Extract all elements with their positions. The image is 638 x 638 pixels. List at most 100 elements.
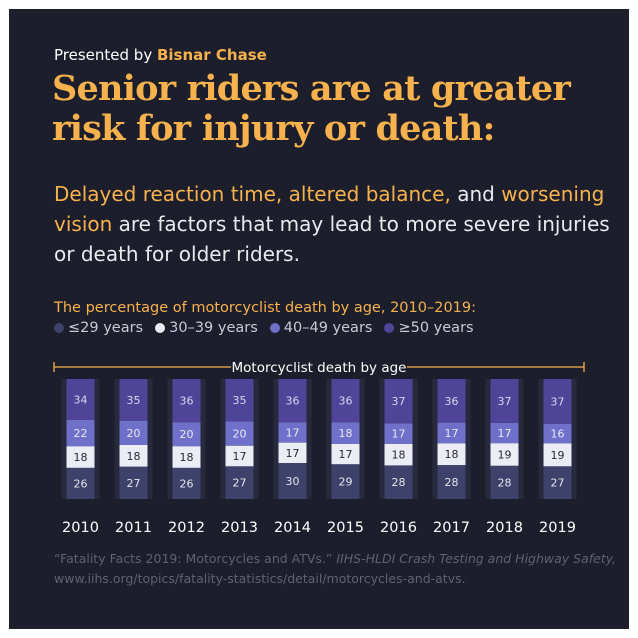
data-label-40-49: 16 bbox=[551, 428, 565, 441]
data-label-29: 26 bbox=[74, 477, 88, 490]
data-label-29: 27 bbox=[551, 477, 565, 490]
bar-segment-40-49 bbox=[172, 422, 201, 447]
data-label-50: 37 bbox=[498, 395, 512, 408]
subhead: Delayed reaction time, altered balance, … bbox=[54, 179, 614, 269]
data-label-30-39: 18 bbox=[392, 449, 406, 462]
bar-segment-50 bbox=[66, 379, 95, 420]
bar-segment-30-39 bbox=[278, 442, 307, 463]
bar-segment-50 bbox=[172, 379, 201, 423]
presented-prefix: Presented by bbox=[54, 46, 153, 64]
bar-segment-40-49 bbox=[225, 421, 254, 446]
bracket-label-bg bbox=[231, 358, 407, 376]
bar-segment-50 bbox=[490, 379, 519, 423]
data-label-30-39: 19 bbox=[551, 449, 565, 462]
bar-segment-40-49 bbox=[66, 419, 95, 447]
data-label-40-49: 17 bbox=[498, 427, 512, 440]
bar-segment-40-49 bbox=[119, 421, 148, 445]
data-label-30-39: 17 bbox=[286, 447, 300, 460]
legend-item-50: ≥50 years bbox=[384, 320, 474, 336]
data-label-40-49: 22 bbox=[74, 427, 88, 440]
bar-segment-30-39 bbox=[225, 445, 254, 467]
data-label-29: 26 bbox=[180, 477, 194, 490]
bar-segment-50 bbox=[384, 379, 413, 424]
chart-legend: ≤29 years 30–39 years 40–49 years ≥50 ye… bbox=[54, 320, 474, 336]
chart-subtitle: Motorcyclist death by age bbox=[232, 360, 407, 376]
bar-segment-40-49 bbox=[543, 423, 572, 444]
data-label-30-39: 18 bbox=[127, 450, 141, 463]
bar-segment-30-39 bbox=[66, 446, 95, 468]
subhead-text-rest: are factors that may lead to more severe… bbox=[54, 212, 610, 266]
legend-label-30-39: 30–39 years bbox=[169, 320, 258, 336]
data-label-29: 27 bbox=[233, 477, 247, 490]
x-tick-label: 2014 bbox=[274, 520, 311, 536]
data-label-50: 36 bbox=[180, 395, 194, 408]
data-label-29: 28 bbox=[445, 476, 459, 489]
data-label-40-49: 20 bbox=[127, 427, 141, 440]
chart-title: The percentage of motorcyclist death by … bbox=[54, 300, 477, 316]
bar-segment-40-49 bbox=[331, 422, 360, 444]
source-title: “Fatality Facts 2019: Motorcycles and AT… bbox=[54, 551, 333, 566]
x-tick-label: 2018 bbox=[486, 520, 523, 536]
data-label-30-39: 17 bbox=[339, 448, 353, 461]
headline: Senior riders are at greater risk for in… bbox=[52, 68, 571, 149]
data-label-40-49: 20 bbox=[233, 428, 247, 441]
bar-segment-40-49 bbox=[278, 422, 307, 443]
bar-segment-30-39 bbox=[172, 446, 201, 468]
bar-segment-30-39 bbox=[543, 443, 572, 467]
legend-item-40-49: 40–49 years bbox=[269, 320, 372, 336]
source-url: www.iihs.org/topics/fatality-statistics/… bbox=[54, 571, 466, 586]
x-tick-label: 2013 bbox=[221, 520, 258, 536]
stacked-bar-chart: Motorcyclist death by age 26 18 22 34 2010 27 1… bbox=[53, 358, 585, 536]
data-label-29: 28 bbox=[498, 476, 512, 489]
bar-segment-50 bbox=[437, 379, 466, 423]
data-label-40-49: 17 bbox=[286, 426, 300, 439]
x-tick-label: 2016 bbox=[380, 520, 417, 536]
data-label-50: 36 bbox=[445, 395, 459, 408]
bar-segment-29 bbox=[278, 463, 307, 499]
data-label-50: 34 bbox=[74, 393, 88, 406]
data-label-50: 36 bbox=[286, 395, 300, 408]
bar-segment-40-49 bbox=[437, 422, 466, 444]
bar-segment-50 bbox=[225, 379, 254, 422]
bar-segment-50 bbox=[543, 379, 572, 424]
x-tick-label: 2010 bbox=[62, 520, 99, 536]
data-label-50: 35 bbox=[127, 394, 141, 407]
legend-label-29: ≤29 years bbox=[68, 320, 144, 336]
data-label-30-39: 17 bbox=[233, 450, 247, 463]
data-label-50: 35 bbox=[233, 394, 247, 407]
bar-segment-30-39 bbox=[119, 445, 148, 467]
legend-label-50: ≥50 years bbox=[398, 320, 474, 336]
data-label-50: 37 bbox=[551, 395, 565, 408]
subhead-highlight-reaction: Delayed reaction time, bbox=[54, 182, 283, 206]
data-label-29: 30 bbox=[286, 475, 300, 488]
x-tick-label: 2011 bbox=[115, 520, 152, 536]
bar-segment-29 bbox=[490, 465, 519, 499]
subhead-highlight-vision: worsening vision bbox=[54, 182, 605, 236]
legend-dot-30-39 bbox=[155, 323, 166, 333]
presented-by: Presented by Bisnar Chase bbox=[54, 46, 267, 64]
data-label-29: 27 bbox=[127, 477, 141, 490]
data-label-30-39: 18 bbox=[74, 451, 88, 464]
x-tick-label: 2019 bbox=[539, 520, 576, 536]
legend-dot-40-49 bbox=[269, 323, 280, 333]
bar-segment-29 bbox=[331, 464, 360, 499]
data-label-40-49: 17 bbox=[392, 428, 406, 441]
bar-segment-50 bbox=[331, 379, 360, 423]
data-label-40-49: 17 bbox=[445, 427, 459, 440]
bar-segment-29 bbox=[66, 467, 95, 499]
data-label-40-49: 18 bbox=[339, 427, 353, 440]
subhead-text-and: and bbox=[457, 182, 495, 206]
data-label-30-39: 18 bbox=[445, 448, 459, 461]
x-tick-label: 2015 bbox=[327, 520, 364, 536]
data-label-29: 28 bbox=[392, 476, 406, 489]
legend-dot-29 bbox=[54, 323, 64, 333]
data-label-30-39: 18 bbox=[180, 451, 194, 464]
x-tick-label: 2012 bbox=[168, 520, 205, 536]
data-label-50: 37 bbox=[392, 395, 406, 408]
data-label-50: 36 bbox=[339, 395, 353, 408]
data-label-30-39: 19 bbox=[498, 448, 512, 461]
brand-name: Bisnar Chase bbox=[156, 46, 267, 64]
bar-segment-29 bbox=[119, 466, 148, 499]
bar-segment-30-39 bbox=[437, 443, 466, 466]
source-citation: “Fatality Facts 2019: Motorcycles and AT… bbox=[54, 549, 619, 589]
